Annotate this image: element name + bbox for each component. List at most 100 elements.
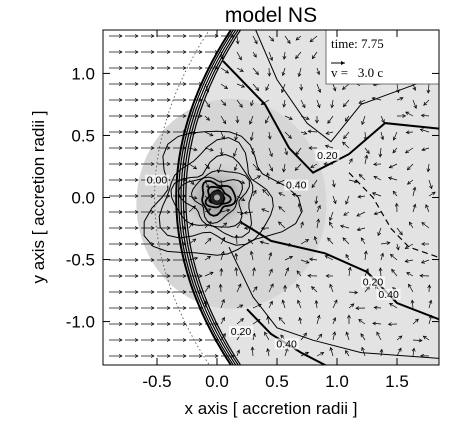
velocity-arrow-head xyxy=(182,82,187,86)
velocity-arrow-head xyxy=(278,192,283,196)
velocity-arrow xyxy=(141,162,155,166)
velocity-arrow-head xyxy=(414,318,419,323)
velocity-arrow-shaft xyxy=(220,251,225,261)
velocity-arrow-head xyxy=(255,87,260,92)
velocity-arrow xyxy=(391,268,398,277)
velocity-arrow-head xyxy=(378,153,383,158)
velocity-arrow xyxy=(327,237,334,245)
velocity-arrow xyxy=(282,51,287,60)
velocity-arrow-shaft xyxy=(361,237,366,245)
velocity-arrow-head xyxy=(118,50,123,54)
velocity-arrow-shaft xyxy=(292,194,302,197)
velocity-arrow-head xyxy=(347,314,351,319)
velocity-arrow-shaft xyxy=(360,333,366,341)
velocity-arrow xyxy=(268,283,274,293)
velocity-arrow-head xyxy=(295,36,300,41)
velocity-arrow-shaft xyxy=(204,115,210,121)
velocity-arrow-shaft xyxy=(412,348,415,357)
velocity-arrow xyxy=(380,252,384,261)
velocity-arrow-head xyxy=(314,299,319,304)
velocity-arrow-shaft xyxy=(282,299,286,309)
velocity-arrow-shaft xyxy=(364,251,367,261)
velocity-arrow-head xyxy=(286,40,291,45)
velocity-arrow xyxy=(268,35,275,42)
velocity-arrow-head xyxy=(239,103,243,108)
velocity-arrow-head xyxy=(262,188,267,193)
velocity-arrow-shaft xyxy=(421,259,430,264)
velocity-arrow-head xyxy=(206,103,211,108)
velocity-arrow-head xyxy=(193,195,198,200)
velocity-arrow xyxy=(358,173,366,181)
velocity-arrow-shaft xyxy=(236,283,242,293)
velocity-arrow-shaft xyxy=(358,99,366,104)
velocity-arrow-shaft xyxy=(309,35,318,42)
velocity-arrow-shaft xyxy=(261,208,270,213)
velocity-arrow-shaft xyxy=(268,163,273,172)
x-axis: -0.5 0.0 0.5 1.0 1.5 xyxy=(142,30,409,391)
velocity-arrow xyxy=(325,131,334,135)
velocity-arrow xyxy=(345,253,350,261)
velocity-arrow-shaft xyxy=(315,195,318,204)
velocity-arrow-head xyxy=(305,351,310,356)
velocity-arrow xyxy=(277,221,286,229)
velocity-arrow xyxy=(299,83,304,91)
velocity-arrow-head xyxy=(345,349,349,355)
velocity-arrow xyxy=(342,237,350,245)
velocity-arrow xyxy=(361,346,366,357)
velocity-arrow-head xyxy=(426,168,431,173)
velocity-arrow xyxy=(173,226,187,230)
velocity-arrow-head xyxy=(252,267,256,272)
velocity-arrow-shaft xyxy=(421,147,430,151)
velocity-arrow-shaft xyxy=(250,251,254,261)
velocity-arrow xyxy=(316,99,321,109)
velocity-arrow xyxy=(356,227,366,232)
velocity-arrow-head xyxy=(268,251,273,257)
velocity-arrow xyxy=(125,322,139,326)
velocity-arrow-head xyxy=(166,338,171,342)
velocity-arrow-head xyxy=(236,349,241,354)
velocity-arrow-head xyxy=(166,354,171,358)
velocity-arrow-head xyxy=(270,283,274,288)
velocity-arrow-head xyxy=(332,87,337,92)
velocity-arrow-head xyxy=(295,55,299,60)
velocity-arrow-shaft xyxy=(298,203,302,213)
velocity-arrow-head xyxy=(250,346,255,351)
velocity-arrow xyxy=(141,274,155,278)
velocity-arrow-shaft xyxy=(308,130,318,133)
velocity-arrow-head xyxy=(296,283,300,288)
contour-labels: 0.00 0.400.200.200.400.200.40 xyxy=(145,149,401,350)
velocity-arrow xyxy=(332,317,337,325)
velocity-arrow xyxy=(421,147,430,152)
velocity-arrow xyxy=(378,267,383,277)
velocity-arrow-shaft xyxy=(348,158,353,165)
velocity-arrow-head xyxy=(345,253,350,258)
velocity-arrow xyxy=(357,194,366,199)
velocity-arrow xyxy=(267,131,272,140)
velocity-arrow-head xyxy=(280,334,285,339)
velocity-arrow-shaft xyxy=(316,205,321,213)
velocity-arrow-shaft xyxy=(284,35,291,44)
velocity-arrow-shaft xyxy=(204,271,214,277)
velocity-arrow xyxy=(345,331,350,341)
velocity-arrow-head xyxy=(269,268,273,273)
velocity-arrow-shaft xyxy=(278,317,286,325)
velocity-arrow xyxy=(412,203,417,213)
velocity-arrow-head xyxy=(294,166,299,171)
velocity-arrow-head xyxy=(264,331,268,336)
velocity-arrow-head xyxy=(421,147,426,152)
velocity-arrow xyxy=(426,83,431,94)
velocity-arrow xyxy=(157,98,171,102)
x-tick-label: -0.5 xyxy=(142,372,171,391)
velocity-arrow-shaft xyxy=(236,211,244,215)
velocity-arrow xyxy=(141,306,155,310)
velocity-arrow xyxy=(109,322,123,326)
velocity-arrow xyxy=(141,98,155,102)
velocity-arrow xyxy=(328,221,334,229)
velocity-arrow-head xyxy=(324,144,329,149)
velocity-arrow-head xyxy=(394,202,399,207)
velocity-arrow-shaft xyxy=(389,163,398,169)
velocity-arrow xyxy=(173,98,187,102)
velocity-arrow xyxy=(373,175,382,181)
x-tick-label: 0.0 xyxy=(205,372,229,391)
velocity-arrow-head xyxy=(314,200,319,205)
